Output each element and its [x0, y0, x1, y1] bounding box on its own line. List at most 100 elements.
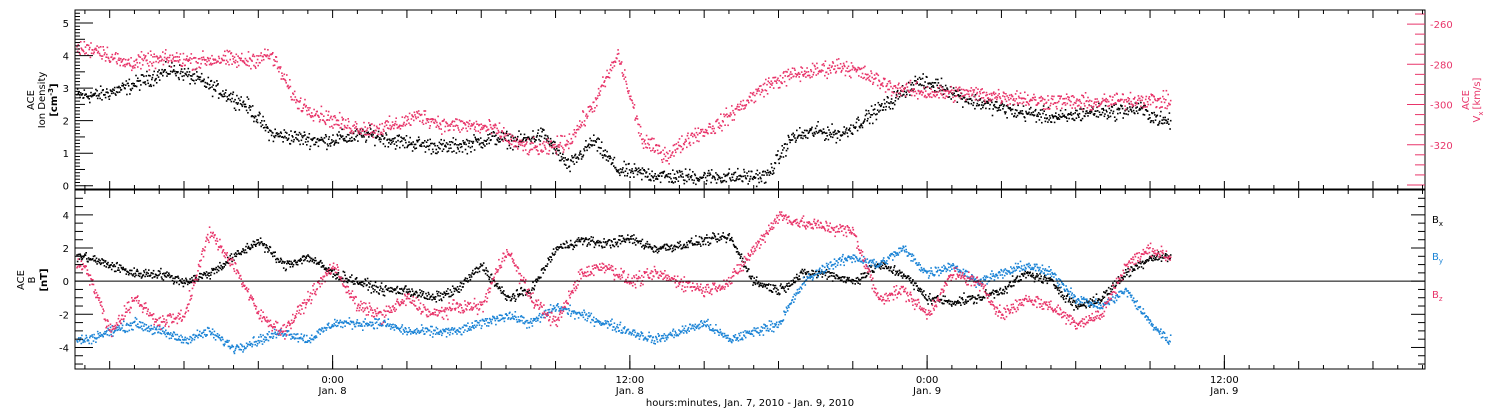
ion-density-point	[175, 74, 177, 77]
ion-density-point	[1032, 111, 1035, 113]
ion-density-point	[1042, 105, 1045, 107]
vx-point	[556, 135, 559, 137]
vx-point	[654, 150, 656, 152]
vx-point	[636, 115, 638, 117]
vx-point	[918, 93, 921, 95]
bx-point	[740, 253, 743, 255]
ion-density-point	[772, 172, 775, 174]
vx-point	[154, 67, 157, 70]
bx-point	[406, 292, 409, 294]
ion-density-point	[1121, 105, 1123, 107]
ion-density-point	[687, 173, 690, 176]
bx-point	[266, 247, 269, 249]
vx-point	[884, 91, 887, 93]
vx-point	[236, 66, 238, 68]
vx-point	[96, 52, 99, 54]
bx-point	[218, 266, 221, 269]
vx-point	[336, 119, 338, 121]
ion-density-point	[203, 78, 205, 81]
bx-point	[796, 276, 799, 279]
bx-point	[803, 268, 806, 271]
ion-density-point	[620, 171, 623, 173]
vx-point	[349, 131, 351, 134]
bx-point	[759, 282, 762, 284]
vx-point	[233, 60, 235, 63]
ion-density-point	[291, 135, 293, 137]
bx-point	[290, 263, 293, 266]
ion-density-point	[482, 142, 484, 144]
vx-point	[581, 121, 583, 124]
ion-density-point	[174, 70, 176, 73]
bx-point	[403, 287, 406, 289]
bx-point	[207, 272, 210, 274]
ion-density-point	[141, 74, 144, 76]
vx-point	[672, 144, 675, 147]
ion-density-point	[1010, 109, 1012, 112]
vx-point	[575, 129, 578, 131]
vx-point	[894, 85, 897, 87]
vx-point	[498, 122, 501, 124]
ion-density-point	[81, 93, 84, 95]
bx-point	[201, 277, 204, 280]
bx-point	[206, 277, 208, 279]
vx-point	[1138, 97, 1141, 100]
ion-density-point	[1137, 112, 1139, 115]
bx-point	[337, 272, 340, 274]
vx-point	[915, 92, 918, 95]
vx-point	[613, 61, 615, 63]
bx-point	[98, 258, 100, 261]
ion-density-point	[1005, 111, 1007, 113]
ion-density-point	[914, 75, 917, 78]
ion-density-point	[619, 174, 621, 177]
ion-density-point	[555, 152, 557, 154]
bx-point	[668, 248, 670, 251]
bx-point	[442, 293, 444, 295]
ion-density-point	[494, 143, 497, 146]
vx-point	[448, 124, 450, 126]
ion-density-point	[916, 82, 918, 84]
bx-point	[910, 282, 913, 284]
ion-density-point	[765, 181, 767, 184]
bx-point	[617, 245, 619, 248]
ion-density-point	[1116, 108, 1118, 111]
ion-density-point	[967, 101, 969, 104]
ion-density-point	[631, 168, 633, 170]
bx-point	[859, 283, 861, 285]
vx-point	[896, 87, 899, 90]
ion-density-point	[860, 123, 862, 125]
ion-density-point	[799, 127, 801, 129]
ion-density-point	[869, 116, 872, 118]
vx-point	[274, 60, 276, 62]
bx-point	[140, 272, 142, 275]
ion-density-point	[231, 93, 234, 96]
bx-point	[182, 282, 184, 284]
vx-point	[177, 59, 179, 62]
ion-density-point	[331, 139, 333, 141]
vx-point	[172, 58, 174, 60]
ion-density-point	[1036, 113, 1039, 116]
ion-density-point	[1084, 112, 1087, 115]
vx-point	[785, 70, 787, 73]
bx-point	[421, 294, 424, 296]
ion-density-point	[149, 83, 152, 86]
vx-point	[977, 88, 979, 90]
vx-point	[758, 90, 760, 92]
vx-point	[492, 127, 494, 130]
ion-density-point	[250, 106, 252, 108]
vx-point	[909, 82, 911, 84]
bx-point	[318, 261, 321, 264]
vx-point	[1134, 104, 1137, 107]
ion-density-point	[200, 80, 202, 83]
vx-point	[1162, 95, 1164, 98]
ion-density-point	[543, 137, 546, 140]
ion-density-point	[179, 64, 181, 66]
ion-density-point	[822, 132, 824, 134]
vx-point	[963, 94, 965, 97]
ion-density-point	[672, 182, 675, 184]
bx-point	[536, 278, 538, 280]
bx-point	[576, 238, 579, 241]
bx-point	[653, 251, 655, 253]
bx-point	[362, 285, 365, 288]
vx-point	[694, 127, 697, 130]
vx-point	[797, 71, 800, 74]
